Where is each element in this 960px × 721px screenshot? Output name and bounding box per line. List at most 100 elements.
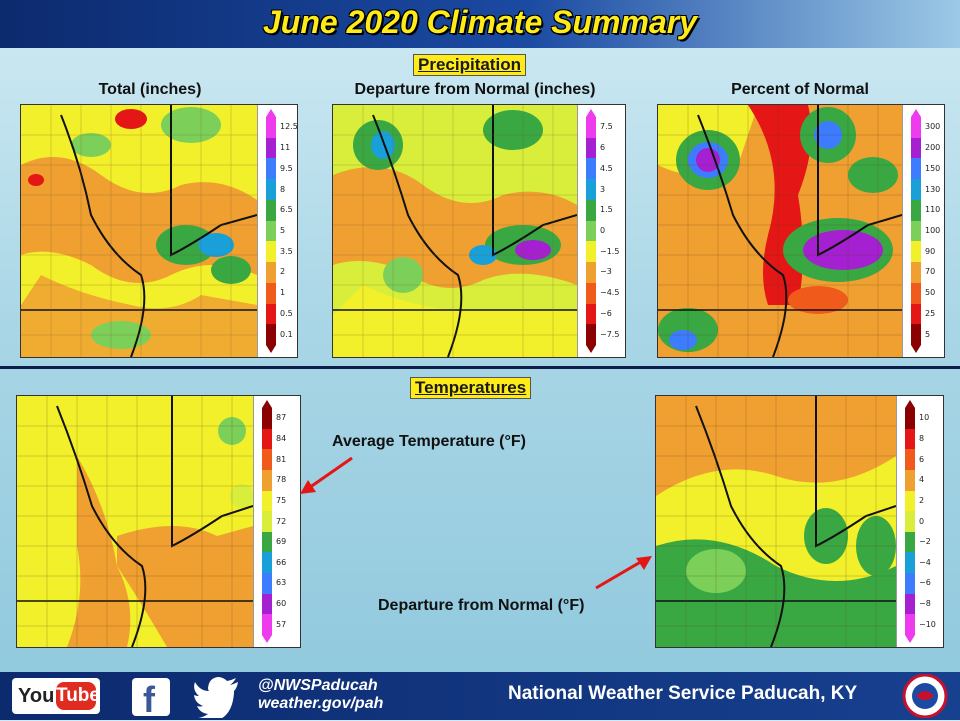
legend-tick-label: 110 (925, 205, 941, 215)
legend-arrow-top (911, 109, 921, 117)
legend-arrow-top (586, 109, 596, 117)
legend-swatch (586, 324, 596, 346)
legend-swatch (586, 117, 596, 139)
legend-tick-label: 60 (276, 599, 287, 609)
legend-swatch (911, 282, 921, 305)
legend-tick-label: 4.5 (600, 163, 613, 173)
legend-swatch (266, 262, 276, 284)
legend-swatch (905, 531, 915, 553)
legend-swatch (266, 324, 276, 346)
facebook-icon[interactable]: f (132, 678, 170, 720)
precip-total-map-panel: 12.5 11 9.5 8 6.5 5 3.5 2 1 0.5 0.1 (20, 104, 298, 358)
legend-tick-label: 2 (919, 495, 925, 505)
youtube-you-text: You (18, 685, 55, 707)
youtube-icon[interactable]: You Tube (12, 678, 100, 714)
legend-swatch (266, 137, 276, 159)
legend-tick-label: 6 (919, 454, 925, 464)
legend-swatch (266, 303, 276, 325)
legend-tick-label: 87 (276, 413, 287, 423)
legend-tick-label: 0.1 (280, 329, 293, 339)
legend-swatch (905, 511, 915, 533)
temp-avg-map (17, 396, 253, 647)
legend-swatch (905, 490, 915, 512)
legend-swatch (266, 282, 276, 305)
header-bar (0, 0, 960, 48)
legend-tick-label: 3.5 (280, 246, 293, 256)
legend-tick-label: 63 (276, 578, 287, 588)
legend-tick-label: 7.5 (600, 122, 613, 132)
precipitation-section-label: Precipitation (413, 54, 526, 76)
legend-swatch (911, 199, 921, 222)
legend-swatch (262, 573, 272, 595)
legend-tick-label: 8 (919, 433, 925, 443)
legend-tick-label: 2 (280, 267, 286, 277)
legend-swatch (586, 262, 596, 284)
precip-percent-title: Percent of Normal (731, 81, 869, 98)
legend-swatch (905, 552, 915, 574)
legend-swatch (586, 199, 596, 222)
legend-swatch (911, 117, 921, 139)
legend-tick-label: 150 (925, 163, 941, 173)
legend-swatch (262, 614, 272, 636)
avg-temp-arrow (300, 456, 353, 494)
legend-arrow-bottom (266, 345, 276, 353)
legend-tick-label: 4 (919, 475, 925, 485)
precip-departure-legend: 7.5 6 4.5 3 1.5 0 −1.5 −3 −4.5 −6 −7.5 (577, 105, 625, 357)
legend-tick-label: −2 (919, 537, 931, 547)
legend-swatch (905, 408, 915, 430)
precip-percent-legend: 300 200 150 130 110 100 90 70 50 25 5 (902, 105, 944, 357)
website-link[interactable]: weather.gov/pah (258, 695, 384, 712)
legend-swatch (262, 531, 272, 553)
legend-tick-label: 84 (276, 433, 287, 443)
legend-tick-label: 50 (925, 288, 936, 298)
legend-tick-label: −3 (600, 267, 612, 277)
legend-swatch (911, 137, 921, 159)
legend-tick-label: 72 (276, 516, 287, 526)
precip-departure-title: Departure from Normal (inches) (354, 81, 596, 98)
legend-swatch (905, 614, 915, 636)
legend-swatch (266, 179, 276, 201)
legend-swatch (905, 469, 915, 492)
legend-tick-label: 200 (925, 143, 941, 153)
twitter-handle[interactable]: @NWSPaducah (258, 677, 378, 694)
temp-departure-legend: 10 8 6 4 2 0 −2 −4 −6 −8 −10 (896, 396, 943, 647)
legend-swatch (262, 469, 272, 492)
legend-tick-label: −4.5 (600, 288, 620, 298)
temp-departure-annotation: Departure from Normal (°F) (378, 597, 585, 614)
legend-swatch (266, 117, 276, 139)
legend-swatch (911, 324, 921, 346)
legend-swatch (586, 282, 596, 305)
legend-tick-label: 25 (925, 308, 936, 318)
legend-swatch (586, 241, 596, 263)
legend-swatch (266, 199, 276, 222)
legend-swatch (911, 220, 921, 242)
legend-swatch (911, 179, 921, 201)
precip-departure-map-panel: 7.5 6 4.5 3 1.5 0 −1.5 −3 −4.5 −6 −7.5 (332, 104, 626, 358)
legend-swatch (911, 303, 921, 325)
legend-tick-label: 6.5 (280, 205, 293, 215)
legend-swatch (911, 158, 921, 180)
legend-tick-label: 12.5 (280, 122, 298, 132)
precip-percent-map (658, 105, 902, 357)
legend-swatch (905, 593, 915, 615)
legend-arrow-top (266, 109, 276, 117)
legend-swatch (586, 158, 596, 180)
precip-total-map (21, 105, 257, 357)
legend-tick-label: 75 (276, 495, 287, 505)
legend-swatch (262, 428, 272, 450)
legend-swatch (911, 241, 921, 263)
legend-swatch (262, 552, 272, 574)
legend-tick-label: 100 (925, 226, 941, 235)
precip-departure-map (333, 105, 577, 357)
legend-tick-label: −6 (919, 578, 931, 588)
legend-tick-label: 9.5 (280, 163, 293, 173)
legend-arrow-bottom (905, 635, 915, 643)
legend-tick-label: 78 (276, 475, 287, 485)
legend-arrow-bottom (586, 345, 596, 353)
legend-swatch (905, 428, 915, 450)
legend-tick-label: −6 (600, 308, 612, 318)
legend-arrow-top (262, 400, 272, 408)
legend-arrow-bottom (911, 345, 921, 353)
twitter-icon[interactable] (192, 676, 242, 718)
page-title: June 2020 Climate Summary (263, 4, 697, 40)
